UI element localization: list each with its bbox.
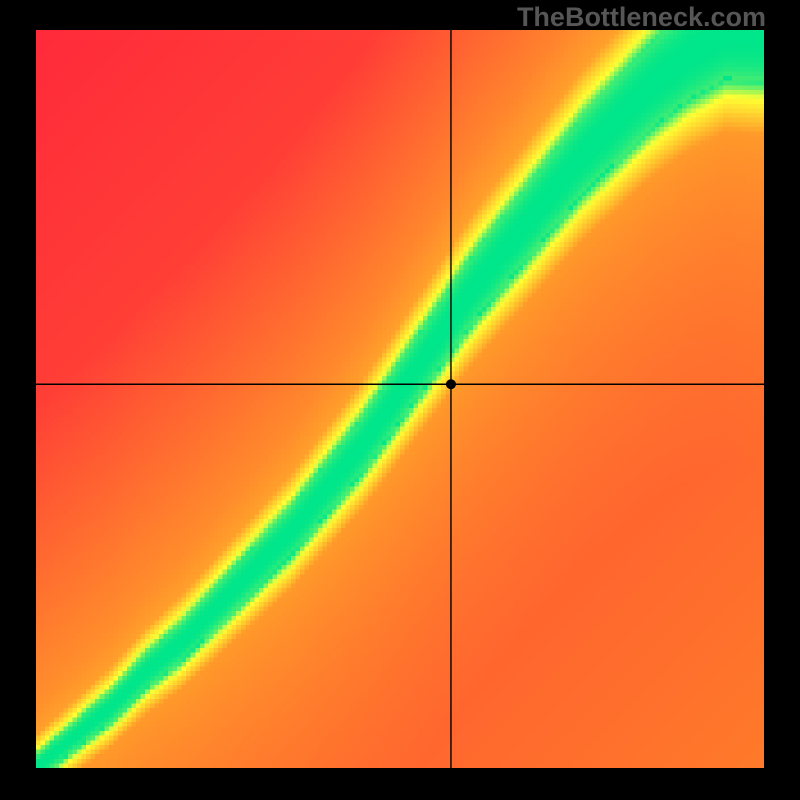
bottleneck-heatmap bbox=[36, 30, 764, 768]
watermark-text: TheBottleneck.com bbox=[517, 2, 766, 33]
